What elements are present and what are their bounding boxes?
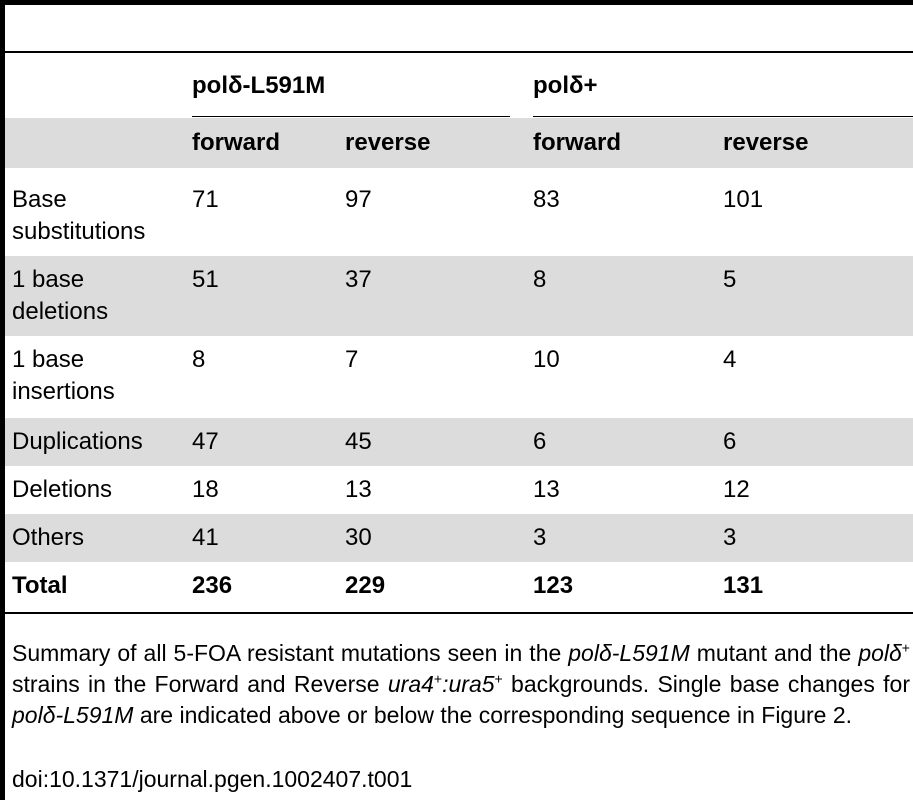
table-row: Others 41 30 3 3 xyxy=(5,514,913,562)
subheader-forward: forward xyxy=(192,129,281,156)
row-label: Base substitutions xyxy=(12,186,146,245)
table-total-row: Total 236 229 123 131 xyxy=(5,562,913,610)
table-subheader-row: forward reverse forward reverse xyxy=(5,118,913,168)
table-cell: 13 xyxy=(533,476,560,503)
table-cell: 30 xyxy=(345,524,372,551)
table-cell: 3 xyxy=(533,524,547,551)
table-cell: 51 xyxy=(192,266,219,293)
row-label: Others xyxy=(12,524,85,551)
table-caption: Summary of all 5-FOA resistant mutations… xyxy=(12,639,910,728)
table-cell: 10 xyxy=(533,346,560,373)
row-label: 1 base insertions xyxy=(12,346,115,405)
table-cell: 131 xyxy=(723,572,764,599)
table-cell: 6 xyxy=(723,428,737,455)
table-group-header-row: polδ-L591M polδ+ xyxy=(5,66,913,106)
table-cell: 6 xyxy=(533,428,547,455)
group-header-pold-plus: polδ+ xyxy=(533,72,598,99)
table-cell: 236 xyxy=(192,572,233,599)
table-row: Base substitutions 71 97 83 101 xyxy=(5,176,913,256)
table-row: 1 base deletions 51 37 8 5 xyxy=(5,256,913,336)
table-bottom-rule xyxy=(5,612,913,614)
left-border-rule xyxy=(0,0,5,800)
doi-link[interactable]: doi:10.1371/journal.pgen.1002407.t001 xyxy=(12,766,413,792)
subheader-reverse: reverse xyxy=(723,129,809,156)
table-cell: 41 xyxy=(192,524,219,551)
table-cell: 4 xyxy=(723,346,737,373)
table-cell: 5 xyxy=(723,266,737,293)
table-cell: 3 xyxy=(723,524,737,551)
subheader-forward: forward xyxy=(533,129,622,156)
table-cell: 45 xyxy=(345,428,372,455)
group-underline-pold-plus xyxy=(533,116,913,117)
top-border-rule xyxy=(0,0,913,5)
table-cell: 123 xyxy=(533,572,574,599)
table-cell: 83 xyxy=(533,186,560,213)
table-cell: 7 xyxy=(345,346,359,373)
row-label: Total xyxy=(12,572,68,599)
table-cell: 13 xyxy=(345,476,372,503)
group-header-pold-l591m: polδ-L591M xyxy=(192,72,326,99)
table-cell: 37 xyxy=(345,266,372,293)
group-underline-pold-l591m xyxy=(192,116,510,117)
table-cell: 47 xyxy=(192,428,219,455)
subheader-reverse: reverse xyxy=(345,129,431,156)
table-cell: 229 xyxy=(345,572,386,599)
table-cell: 8 xyxy=(533,266,547,293)
table-cell: 12 xyxy=(723,476,750,503)
table-row: Deletions 18 13 13 12 xyxy=(5,466,913,514)
table-cell: 97 xyxy=(345,186,372,213)
table-cell: 71 xyxy=(192,186,219,213)
table-cell: 8 xyxy=(192,346,206,373)
row-label: 1 base deletions xyxy=(12,266,109,325)
row-label: Duplications xyxy=(12,428,143,455)
table-top-rule xyxy=(5,51,913,53)
table-row: Duplications 47 45 6 6 xyxy=(5,418,913,466)
table-row: 1 base insertions 8 7 10 4 xyxy=(5,336,913,416)
row-label: Deletions xyxy=(12,476,113,503)
table-cell: 101 xyxy=(723,186,764,213)
table-cell: 18 xyxy=(192,476,219,503)
